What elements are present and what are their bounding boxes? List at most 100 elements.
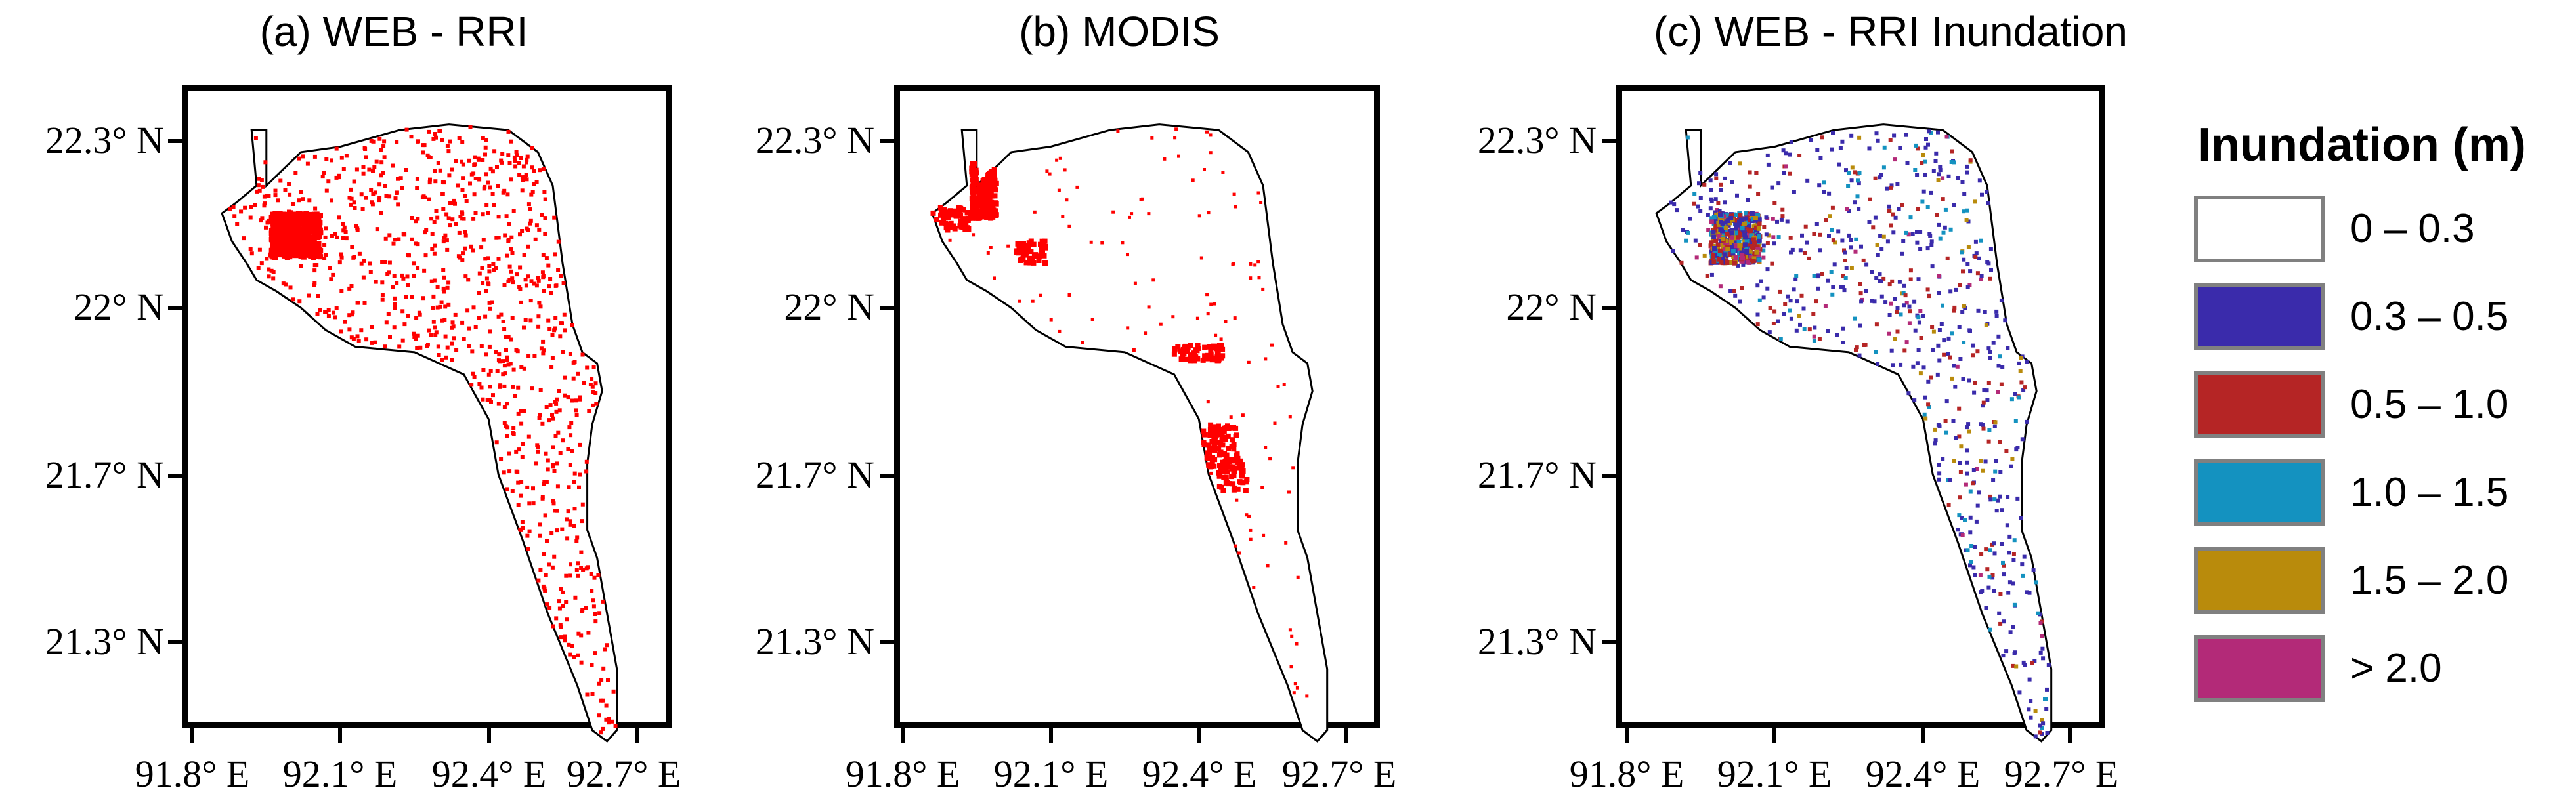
legend-swatch-1 [2194,283,2325,350]
inundation-pixel [1714,176,1719,180]
inundation-pixel [981,177,987,183]
inundation-pixel [1031,241,1037,247]
inundation-pixel [494,266,498,270]
inundation-pixel [1992,551,1997,556]
inundation-pixel [1782,312,1786,316]
inundation-pixel [1890,279,1895,283]
inundation-pixel [1260,486,1264,489]
inundation-pixel [355,226,360,231]
inundation-pixel [526,547,530,551]
inundation-pixel [1718,284,1723,289]
inundation-pixel [349,335,354,340]
inundation-pixel [580,352,585,357]
inundation-pixel [1209,151,1213,155]
inundation-pixel [987,208,993,214]
inundation-pixel [1893,337,1897,341]
inundation-pixel [387,260,392,265]
inundation-pixel [1721,245,1725,250]
inundation-pixel [314,263,319,267]
inundation-pixel [939,220,945,226]
inundation-pixel [409,135,414,139]
inundation-pixel [1815,148,1820,152]
inundation-pixel [1989,268,1993,272]
inundation-pixel [471,305,476,310]
inundation-pixel [974,170,979,176]
inundation-pixel [546,318,551,323]
inundation-pixel [506,335,511,339]
x-tick-b-1 [1049,727,1053,743]
inundation-pixel [1986,381,1991,385]
inundation-pixel [1885,239,1890,244]
inundation-pixel [487,344,492,349]
inundation-pixel [497,352,502,357]
inundation-pixel [285,212,291,218]
inundation-pixel [317,228,323,234]
inundation-pixel [453,312,458,317]
inundation-pixel [392,274,397,278]
inundation-pixel [576,631,581,636]
inundation-pixel [467,344,471,348]
inundation-pixel [1916,348,1921,352]
inundation-pixel [1716,201,1721,205]
inundation-pixel [1988,350,1992,354]
inundation-pixel [1979,422,1983,426]
inundation-pixel [1126,326,1130,330]
inundation-pixel [1999,382,2004,386]
inundation-pixel [528,318,533,323]
inundation-pixel [1839,285,1843,289]
inundation-pixel [1849,133,1854,138]
inundation-pixel [2045,687,2049,692]
inundation-pixel [537,301,542,305]
inundation-pixel [1987,428,1992,432]
inundation-pixel [1679,260,1684,265]
inundation-pixel [2046,663,2051,667]
inundation-pixel [1998,354,2002,359]
inundation-pixel [558,451,563,455]
inundation-pixel [1305,694,1309,698]
inundation-pixel [337,215,341,220]
inundation-pixel [279,218,285,224]
inundation-pixel [1048,172,1052,176]
inundation-pixel [1895,306,1900,310]
inundation-pixel [330,158,333,163]
inundation-pixel [307,228,313,234]
inundation-pixel [558,623,563,627]
inundation-pixel [1913,168,1918,172]
legend-label-2: 0.5 – 1.0 [2350,382,2509,427]
inundation-pixel [447,173,452,178]
inundation-pixel [1715,208,1719,212]
inundation-pixel [953,211,958,217]
inundation-pixel [1853,170,1857,175]
inundation-pixel [326,179,331,184]
inundation-pixel [1921,189,1926,194]
inundation-pixel [1171,315,1175,319]
inundation-pixel [1727,260,1732,265]
inundation-pixel [1827,191,1832,196]
y-tick-label-b-3: 21.3° N [755,620,874,663]
inundation-pixel [1965,164,1969,169]
inundation-pixel [1950,376,1954,381]
inundation-pixel [1844,266,1849,270]
inundation-pixel [597,681,601,686]
inundation-pixel [943,215,949,220]
inundation-pixel [316,294,320,298]
inundation-pixel [1857,135,1862,140]
inundation-pixel [1175,344,1181,350]
inundation-pixel [525,177,529,182]
inundation-pixel [410,295,414,299]
inundation-pixel [1965,208,1969,213]
inundation-pixel [1191,350,1197,356]
inundation-pixel [432,251,437,256]
inundation-pixel [1743,235,1748,240]
inundation-pixel [404,127,409,132]
inundation-pixel [457,230,462,235]
inundation-pixel [1228,425,1234,431]
inundation-pixel [2012,602,2017,607]
inundation-pixel [1905,161,1910,165]
inundation-pixel [930,210,936,216]
inundation-pixel [534,180,539,184]
inundation-pixel [457,136,462,140]
inundation-pixel [509,177,513,182]
y-tick-b-1 [880,306,895,310]
inundation-pixel [2019,356,2023,360]
